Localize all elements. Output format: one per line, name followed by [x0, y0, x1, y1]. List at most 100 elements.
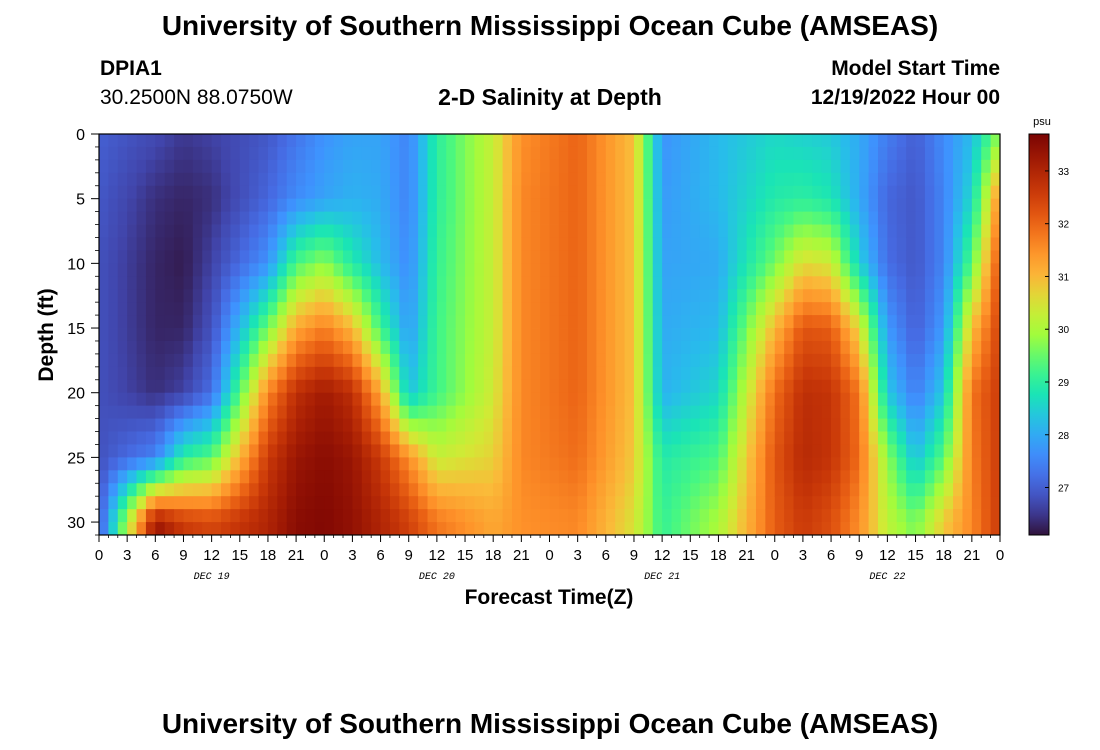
heatmap-cell: [718, 444, 729, 458]
heatmap-cell: [887, 353, 898, 368]
heatmap-cell: [540, 379, 550, 394]
heatmap-cell: [427, 405, 438, 419]
heatmap-cell: [643, 509, 654, 523]
heatmap-cell: [671, 146, 682, 161]
x-tick-label: 9: [855, 547, 863, 564]
heatmap-cell: [859, 470, 870, 484]
heatmap-cell: [915, 405, 926, 419]
heatmap-cell: [774, 379, 785, 394]
heatmap-cell: [990, 496, 1001, 510]
heatmap-cell: [709, 159, 719, 174]
heatmap-cell: [408, 276, 419, 290]
heatmap-cell: [896, 509, 907, 523]
heatmap-cell: [840, 289, 851, 303]
heatmap-cell: [596, 457, 607, 471]
heatmap-cell: [727, 392, 738, 407]
heatmap-cell: [953, 405, 963, 419]
heatmap-cell: [934, 263, 945, 277]
heatmap-cell: [343, 315, 353, 329]
heatmap-cell: [624, 302, 635, 316]
heatmap-cell: [314, 483, 325, 497]
heatmap-cell: [399, 457, 410, 471]
heatmap-cell: [859, 224, 870, 238]
heatmap-cell: [765, 172, 776, 187]
heatmap-cell: [690, 302, 701, 316]
heatmap-cell: [164, 405, 175, 419]
heatmap-cell: [737, 134, 747, 148]
heatmap-cell: [558, 185, 569, 200]
heatmap-cell: [483, 302, 494, 316]
heatmap-cell: [896, 146, 907, 161]
heatmap-cell: [305, 289, 316, 303]
heatmap-cell: [305, 328, 316, 342]
heatmap-cell: [155, 509, 166, 523]
heatmap-cell: [343, 211, 353, 225]
heatmap-cell: [765, 431, 776, 445]
heatmap-cell: [924, 470, 935, 484]
heatmap-cell: [117, 289, 128, 303]
heatmap-cell: [962, 366, 973, 381]
heatmap-cell: [812, 250, 823, 264]
heatmap-cell: [474, 198, 485, 213]
heatmap-cell: [755, 211, 766, 225]
heatmap-cell: [737, 289, 747, 303]
heatmap-cell: [192, 379, 203, 394]
heatmap-cell: [849, 134, 860, 148]
heatmap-cell: [605, 159, 616, 174]
heatmap-cell: [389, 392, 400, 407]
heatmap-cell: [549, 496, 560, 510]
heatmap-cell: [990, 522, 1001, 536]
heatmap-cell: [436, 159, 447, 174]
heatmap-cell: [755, 237, 766, 251]
heatmap-cell: [868, 418, 879, 432]
heatmap-cell: [314, 444, 325, 458]
heatmap-cell: [943, 250, 954, 264]
heatmap-cell: [605, 134, 616, 148]
heatmap-cell: [633, 405, 644, 419]
heatmap-cell: [652, 483, 663, 497]
heatmap-cell: [145, 172, 156, 187]
heatmap-cell: [155, 405, 166, 419]
heatmap-cell: [389, 237, 400, 251]
heatmap-cell: [221, 185, 231, 200]
heatmap-cell: [868, 211, 879, 225]
heatmap-cell: [587, 379, 597, 394]
heatmap-cell: [765, 470, 776, 484]
heatmap-cell: [352, 496, 363, 510]
heatmap-cell: [249, 134, 259, 148]
heatmap-cell: [671, 444, 682, 458]
heatmap-cell: [399, 315, 410, 329]
heatmap-cell: [521, 276, 532, 290]
heatmap-cell: [164, 418, 175, 432]
heatmap-cell: [643, 302, 654, 316]
heatmap-cell: [174, 418, 184, 432]
heatmap-cell: [164, 353, 175, 368]
heatmap-cell: [840, 302, 851, 316]
heatmap-cell: [136, 302, 147, 316]
heatmap-cell: [183, 457, 194, 471]
heatmap-cell: [953, 444, 963, 458]
heatmap-cell: [793, 198, 804, 213]
heatmap-cell: [239, 328, 250, 342]
heatmap-cell: [343, 185, 353, 200]
heatmap-cell: [249, 418, 259, 432]
heatmap-cell: [145, 159, 156, 174]
heatmap-cell: [192, 366, 203, 381]
heatmap-cell: [793, 276, 804, 290]
heatmap-cell: [249, 509, 259, 523]
heatmap-cell: [727, 211, 738, 225]
heatmap-cell: [840, 276, 851, 290]
heatmap-cell: [633, 392, 644, 407]
heatmap-cell: [812, 457, 823, 471]
heatmap-cell: [680, 146, 691, 161]
heatmap-cell: [746, 392, 757, 407]
heatmap-cell: [568, 470, 579, 484]
heatmap-cell: [849, 185, 860, 200]
heatmap-cell: [746, 146, 757, 161]
heatmap-cell: [174, 211, 184, 225]
heatmap-cell: [887, 379, 898, 394]
heatmap-cell: [380, 172, 391, 187]
heatmap-cell: [943, 146, 954, 161]
heatmap-cell: [361, 522, 372, 536]
heatmap-cell: [155, 366, 166, 381]
